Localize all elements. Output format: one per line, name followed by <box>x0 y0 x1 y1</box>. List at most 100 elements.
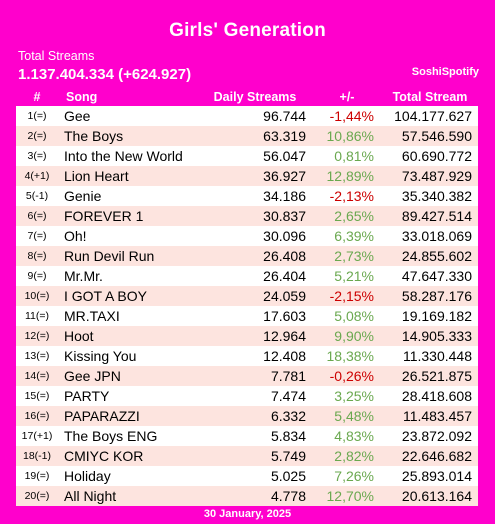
total-streams-label: Total Streams <box>18 49 95 63</box>
total-stream-cell: 23.872.092 <box>401 428 472 444</box>
source-credit: SoshiSpotify <box>411 66 479 78</box>
change-cell: -2,13% <box>329 188 374 204</box>
total-stream-cell: 19.169.182 <box>401 308 472 324</box>
table-row: 20(=) All Night 4.778 12,70% 20.613.164 <box>16 486 478 506</box>
total-stream-cell: 104.177.627 <box>394 108 472 124</box>
daily-streams-cell: 4.778 <box>270 488 306 504</box>
total-streams-value: 1.137.404.334 (+624.927) <box>18 66 192 83</box>
daily-streams-cell: 26.408 <box>263 248 306 264</box>
daily-streams-cell: 56.047 <box>263 148 306 164</box>
change-cell: 10,86% <box>326 128 374 144</box>
streams-table: # Song Daily Streams +/- Total Stream 1(… <box>16 88 478 506</box>
daily-streams-cell: 5.834 <box>270 428 306 444</box>
rank-cell: 14(=) <box>24 370 50 382</box>
header-song: Song <box>66 90 98 104</box>
total-stream-cell: 24.855.602 <box>401 248 472 264</box>
song-cell: Hoot <box>64 328 94 344</box>
header-daily-streams: Daily Streams <box>213 90 297 104</box>
header-rank: # <box>33 90 41 104</box>
song-cell: Into the New World <box>64 148 183 164</box>
table-row: 11(=) MR.TAXI 17.603 5,08% 19.169.182 <box>16 306 478 326</box>
change-cell: 12,70% <box>326 488 374 504</box>
daily-streams-cell: 12.408 <box>263 348 306 364</box>
change-cell: 9,90% <box>334 328 374 344</box>
table-header: # Song Daily Streams +/- Total Stream <box>16 88 478 106</box>
daily-streams-cell: 36.927 <box>263 168 306 184</box>
table-row: 2(=) The Boys 63.319 10,86% 57.546.590 <box>16 126 478 146</box>
rank-cell: 1(=) <box>27 110 47 122</box>
header-change: +/- <box>339 90 355 104</box>
daily-streams-cell: 5.749 <box>270 448 306 464</box>
rank-cell: 5(-1) <box>25 190 49 202</box>
rank-cell: 12(=) <box>24 330 50 342</box>
song-cell: Kissing You <box>64 348 137 364</box>
rank-cell: 20(=) <box>24 490 50 502</box>
change-cell: 18,38% <box>326 348 374 364</box>
song-cell: Mr.Mr. <box>64 268 103 284</box>
daily-streams-cell: 30.837 <box>263 208 306 224</box>
rank-cell: 16(=) <box>24 410 50 422</box>
rank-cell: 4(+1) <box>24 170 50 182</box>
change-cell: -1,44% <box>329 108 374 124</box>
song-cell: FOREVER 1 <box>64 208 144 224</box>
total-stream-cell: 28.418.608 <box>401 388 472 404</box>
daily-streams-cell: 34.186 <box>263 188 306 204</box>
table-row: 14(=) Gee JPN 7.781 -0,26% 26.521.875 <box>16 366 478 386</box>
table-row: 4(+1) Lion Heart 36.927 12,89% 73.487.929 <box>16 166 478 186</box>
change-cell: 4,83% <box>334 428 374 444</box>
daily-streams-cell: 5.025 <box>270 468 306 484</box>
song-cell: Gee <box>64 108 91 124</box>
total-stream-cell: 60.690.772 <box>401 148 472 164</box>
rank-cell: 3(=) <box>27 150 47 162</box>
table-row: 18(-1) CMIYC KOR 5.749 2,82% 22.646.682 <box>16 446 478 466</box>
table-row: 8(=) Run Devil Run 26.408 2,73% 24.855.602 <box>16 246 478 266</box>
table-row: 1(=) Gee 96.744 -1,44% 104.177.627 <box>16 106 478 126</box>
total-stream-cell: 11.330.448 <box>402 348 472 364</box>
change-cell: 6,39% <box>334 228 374 244</box>
change-cell: 2,73% <box>334 248 374 264</box>
song-cell: Gee JPN <box>64 368 121 384</box>
header-total-stream: Total Stream <box>392 90 468 104</box>
rank-cell: 13(=) <box>24 350 50 362</box>
change-cell: 2,65% <box>334 208 374 224</box>
total-stream-cell: 25.893.014 <box>401 468 472 484</box>
song-cell: Genie <box>64 188 102 204</box>
daily-streams-cell: 7.474 <box>270 388 306 404</box>
song-cell: All Night <box>64 488 117 504</box>
change-cell: 2,82% <box>334 448 374 464</box>
song-cell: I GOT A BOY <box>64 288 147 304</box>
change-cell: 5,48% <box>334 408 374 424</box>
change-cell: 7,26% <box>334 468 374 484</box>
rank-cell: 8(=) <box>27 250 47 262</box>
change-cell: 5,21% <box>334 268 374 284</box>
table-row: 16(=) PAPARAZZI 6.332 5,48% 11.483.457 <box>16 406 478 426</box>
total-stream-cell: 11.483.457 <box>402 408 472 424</box>
change-cell: 5,08% <box>334 308 374 324</box>
table-body: 1(=) Gee 96.744 -1,44% 104.177.627 2(=) The Bo… <box>16 106 478 506</box>
total-stream-cell: 58.287.176 <box>401 288 472 304</box>
rank-cell: 9(=) <box>27 270 47 282</box>
table-row: 12(=) Hoot 12.964 9,90% 14.905.333 <box>16 326 478 346</box>
change-cell: 3,25% <box>334 388 374 404</box>
total-stream-cell: 73.487.929 <box>401 168 472 184</box>
song-cell: Holiday <box>64 468 111 484</box>
daily-streams-cell: 96.744 <box>263 108 306 124</box>
table-row: 5(-1) Genie 34.186 -2,13% 35.340.382 <box>16 186 478 206</box>
change-cell: -0,26% <box>329 368 374 384</box>
chart-title: Girls' Generation <box>169 20 326 41</box>
daily-streams-cell: 6.332 <box>270 408 306 424</box>
rank-cell: 19(=) <box>24 470 50 482</box>
change-cell: -2,15% <box>329 288 374 304</box>
rank-cell: 18(-1) <box>22 450 51 462</box>
daily-streams-cell: 24.059 <box>263 288 306 304</box>
song-cell: Run Devil Run <box>64 248 155 264</box>
total-stream-cell: 47.647.330 <box>401 268 472 284</box>
total-stream-cell: 35.340.382 <box>401 188 472 204</box>
song-cell: Lion Heart <box>64 168 129 184</box>
rank-cell: 11(=) <box>24 310 50 322</box>
daily-streams-cell: 7.781 <box>270 368 306 384</box>
chart-date: 30 January, 2025 <box>203 508 292 520</box>
table-row: 15(=) PARTY 7.474 3,25% 28.418.608 <box>16 386 478 406</box>
table-row: 7(=) Oh! 30.096 6,39% 33.018.069 <box>16 226 478 246</box>
total-stream-cell: 33.018.069 <box>401 228 472 244</box>
